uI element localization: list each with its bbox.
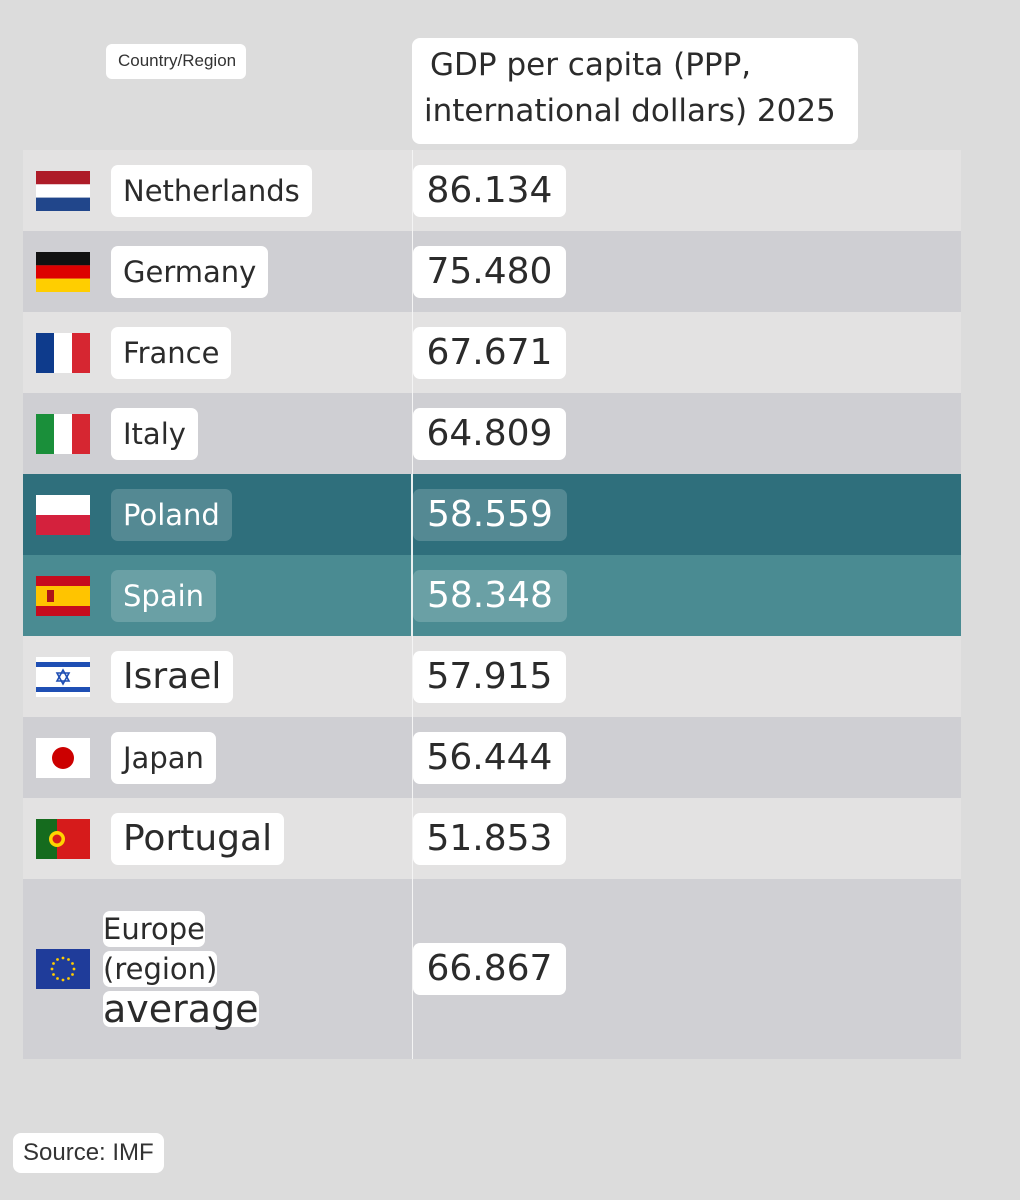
country-cell: Israel — [103, 636, 413, 717]
country-cell: Spain — [103, 555, 413, 636]
country-name: Netherlands — [111, 164, 312, 217]
gdp-value: 75.480 — [412, 245, 567, 298]
country-name: Spain — [111, 569, 217, 622]
country-column-header: Country/Region — [106, 44, 247, 79]
value-cell: 57.915 — [412, 636, 961, 717]
flag-cell — [23, 555, 103, 636]
average-row: Europe (region) average 66.867 — [23, 879, 961, 1059]
value-cell: 75.480 — [412, 231, 961, 312]
flag-cell — [23, 879, 103, 1059]
spain-flag-icon — [36, 575, 90, 616]
gdp-value: 56.444 — [412, 731, 567, 784]
flag-cell — [23, 717, 103, 798]
value-cell: 58.348 — [412, 555, 961, 636]
country-cell: Netherlands — [103, 150, 413, 231]
country-name: Germany — [111, 245, 269, 298]
gdp-value: 57.915 — [412, 650, 567, 703]
table-row: Germany 75.480 — [23, 231, 961, 312]
japan-flag-icon — [36, 737, 90, 778]
country-name: Portugal — [111, 812, 285, 865]
country-name: Poland — [111, 488, 232, 541]
flag-cell — [23, 393, 103, 474]
value-cell: 66.867 — [412, 879, 961, 1059]
country-name: France — [111, 326, 232, 379]
value-cell: 86.134 — [412, 150, 961, 231]
portugal-flag-icon — [36, 818, 90, 859]
table-row: Spain 58.348 — [23, 555, 961, 636]
average-name-line: Europe — [103, 911, 205, 947]
country-cell: France — [103, 312, 413, 393]
flag-cell — [23, 312, 103, 393]
value-cell: 64.809 — [412, 393, 961, 474]
value-cell: 51.853 — [412, 798, 961, 879]
value-header-line1: GDP per capita (PPP, — [430, 47, 752, 83]
value-cell: 58.559 — [412, 474, 961, 555]
gdp-value: 64.809 — [412, 407, 567, 460]
flag-cell — [23, 474, 103, 555]
table-row: Israel 57.915 — [23, 636, 961, 717]
table-row: France 67.671 — [23, 312, 961, 393]
table-row: Netherlands 86.134 — [23, 150, 961, 231]
flag-cell — [23, 150, 103, 231]
eu-flag-icon — [36, 949, 90, 989]
gdp-value: 58.559 — [413, 488, 567, 541]
gdp-value: 51.853 — [412, 812, 567, 865]
france-flag-icon — [36, 332, 90, 373]
table-row: Italy 64.809 — [23, 393, 961, 474]
gdp-table: Netherlands 86.134 Germany 75.480 France 67.6… — [23, 150, 961, 1059]
value-cell: 56.444 — [412, 717, 961, 798]
average-name-cell: Europe (region) average — [103, 879, 413, 1059]
country-cell: Italy — [103, 393, 413, 474]
average-name-line: average — [103, 987, 259, 1031]
netherlands-flag-icon — [36, 170, 90, 211]
table-row: Poland 58.559 — [23, 474, 961, 555]
country-cell: Portugal — [103, 798, 413, 879]
country-cell: Poland — [103, 474, 413, 555]
average-name: Europe (region) average — [103, 911, 412, 1031]
flag-cell — [23, 636, 103, 717]
italy-flag-icon — [36, 413, 90, 454]
country-cell: Germany — [103, 231, 413, 312]
value-column-header: GDP per capita (PPP, international dolla… — [412, 38, 858, 144]
gdp-value: 58.348 — [413, 569, 567, 622]
value-cell: 67.671 — [412, 312, 961, 393]
gdp-value: 67.671 — [412, 326, 567, 379]
flag-cell — [23, 798, 103, 879]
value-header-line2: international dollars) 2025 — [424, 93, 836, 129]
germany-flag-icon — [36, 251, 90, 292]
table-row: Portugal 51.853 — [23, 798, 961, 879]
country-name: Italy — [111, 407, 198, 460]
flag-cell — [23, 231, 103, 312]
country-cell: Japan — [103, 717, 413, 798]
poland-flag-icon — [36, 494, 90, 535]
country-name: Japan — [111, 731, 216, 784]
average-value: 66.867 — [412, 943, 567, 995]
table-row: Japan 56.444 — [23, 717, 961, 798]
gdp-value: 86.134 — [412, 164, 567, 217]
country-name: Israel — [111, 650, 234, 703]
israel-flag-icon — [36, 656, 90, 697]
source-note: Source: IMF — [13, 1133, 164, 1173]
average-name-line: (region) — [103, 951, 218, 987]
